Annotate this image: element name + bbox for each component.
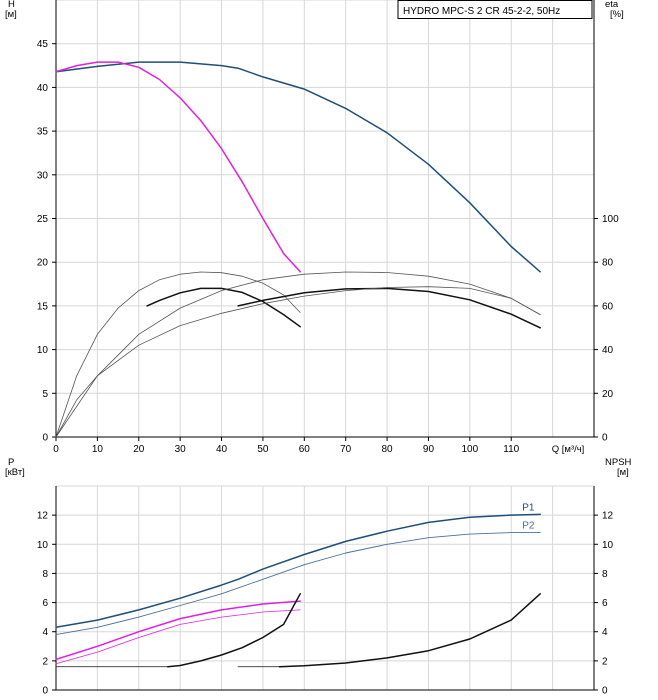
- x-tick-label: 0: [53, 444, 59, 455]
- right-tick-label: 10: [602, 540, 614, 551]
- left-tick-label: 4: [42, 627, 48, 638]
- left-tick-label: 15: [37, 301, 49, 312]
- left-tick-label: 40: [37, 83, 49, 94]
- left-tick-label: 5: [42, 389, 48, 400]
- right-axis-title: eta: [605, 0, 619, 10]
- series-line-eta-two-pumps-thin: [55, 271, 541, 438]
- left-tick-label: 0: [42, 433, 48, 444]
- x-tick-label: 40: [216, 444, 228, 455]
- right-tick-label: 2: [602, 656, 608, 667]
- series-label-P1: P1: [522, 502, 535, 513]
- right-tick-label: 12: [602, 511, 614, 522]
- x-tick-label: 100: [462, 444, 479, 455]
- left-axis-unit: [м]: [5, 9, 17, 20]
- left-axis-title: P: [8, 457, 14, 468]
- left-axis-title: H: [8, 0, 15, 10]
- left-axis-unit: [кВт]: [5, 467, 25, 478]
- left-tick-label: 8: [42, 569, 48, 580]
- legend-box: [397, 0, 593, 19]
- right-axis-unit: [м]: [617, 467, 629, 478]
- left-tick-label: 45: [37, 39, 49, 50]
- x-tick-label: 20: [133, 444, 145, 455]
- series-line-P1-one-pump: [55, 600, 301, 661]
- left-tick-label: 25: [37, 214, 49, 225]
- series-line-eta-two-pumps-bold: [237, 287, 541, 329]
- right-tick-label: 4: [602, 627, 608, 638]
- series-line-NPSH-two-pumps: [278, 593, 541, 668]
- x-tick-label: 70: [340, 444, 352, 455]
- right-axis-unit: [%]: [610, 9, 624, 20]
- left-tick-label: 12: [37, 511, 49, 522]
- series-line-head-two-pumps: [55, 61, 541, 273]
- left-tick-label: 35: [37, 127, 49, 138]
- left-tick-label: 10: [37, 345, 49, 356]
- x-tick-label: 110: [503, 444, 519, 455]
- left-tick-label: 10: [37, 540, 49, 551]
- series-line-eta-lower-thin: [55, 286, 541, 438]
- x-tick-label: 50: [257, 444, 269, 455]
- series-line-head-one-pump: [55, 61, 301, 273]
- right-axis-title: NPSH: [605, 457, 632, 468]
- right-tick-label: 60: [602, 301, 614, 312]
- x-tick-label: 30: [175, 444, 187, 455]
- series-line-eta-one-pump-thin: [55, 271, 301, 438]
- legend-label: HYDRO MPC-S 2 CR 45-2-2, 50Hz: [403, 6, 560, 17]
- right-tick-label: 8: [602, 569, 608, 580]
- left-tick-label: 0: [42, 686, 48, 697]
- series-line-eta-one-pump-bold: [146, 287, 301, 328]
- right-tick-label: 80: [602, 258, 614, 269]
- x-axis-title: Q [м³/ч]: [552, 444, 585, 455]
- right-tick-label: 20: [602, 389, 614, 400]
- series-line-P2: [55, 532, 541, 636]
- right-tick-label: 6: [602, 598, 608, 609]
- right-tick-label: 40: [602, 345, 614, 356]
- left-tick-label: 30: [37, 170, 49, 181]
- x-tick-label: 60: [299, 444, 311, 455]
- right-tick-label: 0: [602, 686, 608, 697]
- x-tick-label: 10: [92, 444, 104, 455]
- right-tick-label: 0: [602, 433, 608, 444]
- right-tick-label: 100: [602, 214, 619, 225]
- left-tick-label: 6: [42, 598, 48, 609]
- left-tick-label: 20: [37, 258, 49, 269]
- series-line-P1: [55, 513, 541, 629]
- series-label-P2: P2: [522, 521, 535, 532]
- series-line-P2-one-pump: [55, 609, 301, 665]
- left-tick-label: 2: [42, 656, 48, 667]
- x-tick-label: 90: [423, 444, 435, 455]
- x-tick-label: 80: [382, 444, 394, 455]
- series-line-NPSH-one-pump: [166, 593, 301, 668]
